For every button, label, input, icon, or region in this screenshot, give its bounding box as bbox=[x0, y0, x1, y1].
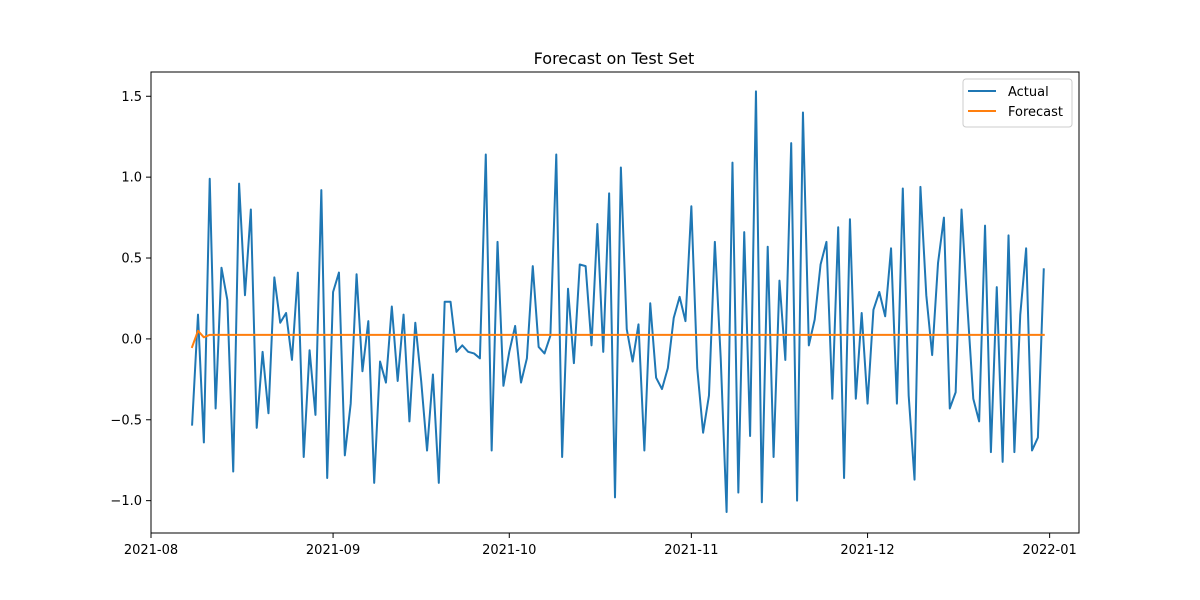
x-tick-label: 2021-11 bbox=[664, 543, 718, 558]
series-layer bbox=[190, 90, 1045, 513]
x-tick-label: 2022-01 bbox=[1022, 543, 1076, 558]
y-tick-label: 1.5 bbox=[121, 90, 142, 105]
y-tick-label: 1.0 bbox=[121, 171, 142, 186]
series-line-forecast bbox=[190, 329, 1045, 349]
x-axis: 2021-08 2021-09 2021-10 2021-11 2021-12 2022-… bbox=[124, 533, 1077, 558]
legend-label: Actual bbox=[1008, 85, 1049, 100]
x-tick-label: 2021-12 bbox=[840, 543, 894, 558]
y-tick-label: 0.0 bbox=[121, 332, 142, 347]
series-line-actual bbox=[191, 90, 1045, 513]
y-tick-label: 0.5 bbox=[121, 252, 142, 267]
x-tick-label: 2021-10 bbox=[482, 543, 536, 558]
y-tick-label: −0.5 bbox=[110, 413, 142, 428]
chart-title: Forecast on Test Set bbox=[534, 49, 695, 68]
x-tick-label: 2021-09 bbox=[306, 543, 360, 558]
chart-legend: Actual Forecast bbox=[962, 78, 1073, 128]
x-tick-label: 2021-08 bbox=[124, 543, 178, 558]
y-axis: −1.0 −0.5 0.0 0.5 1.0 1.5 bbox=[110, 90, 151, 509]
plot-frame bbox=[150, 71, 1080, 534]
y-tick-label: −1.0 bbox=[110, 494, 142, 509]
plot-area bbox=[150, 71, 1080, 534]
legend-label: Forecast bbox=[1008, 105, 1063, 120]
